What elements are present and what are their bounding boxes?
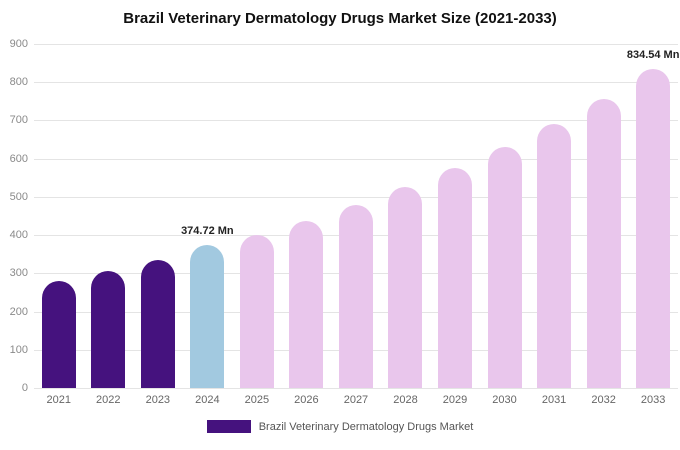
y-axis-tick-label: 700 bbox=[9, 114, 28, 127]
x-axis-tick-label: 2028 bbox=[393, 394, 418, 406]
x-axis-tick-label: 2029 bbox=[442, 394, 468, 406]
y-axis-tick-label: 800 bbox=[9, 76, 28, 89]
bar-group-2022 bbox=[84, 44, 134, 388]
bar-group-2033: 834.54 Mn bbox=[626, 44, 680, 388]
bar-group-2025 bbox=[232, 44, 282, 388]
x-axis-tick-label: 2021 bbox=[46, 394, 71, 406]
bar-group-2023 bbox=[133, 44, 183, 388]
data-label: 834.54 Mn bbox=[626, 49, 680, 62]
x-axis-tick-label: 2025 bbox=[244, 394, 270, 406]
bar-group-2032 bbox=[579, 44, 629, 388]
chart-title: Brazil Veterinary Dermatology Drugs Mark… bbox=[123, 10, 557, 27]
bars: 374.72 Mn 834.54 Mn bbox=[34, 44, 680, 388]
bar-group-2026 bbox=[282, 44, 332, 388]
bar-2023 bbox=[140, 259, 175, 388]
bar-2028 bbox=[388, 186, 423, 388]
bar-group-2028 bbox=[381, 44, 431, 388]
y-axis-tick-label: 200 bbox=[9, 305, 28, 318]
gridline bbox=[34, 158, 678, 160]
legend: Brazil Veterinary Dermatology Drugs Mark… bbox=[0, 420, 680, 433]
legend-label: Brazil Veterinary Dermatology Drugs Mark… bbox=[258, 420, 474, 433]
bar-2024 bbox=[190, 244, 225, 388]
y-axis-tick-label: 100 bbox=[9, 343, 28, 356]
bar-2031 bbox=[537, 124, 572, 388]
y-axis-tick-label: 900 bbox=[9, 38, 28, 50]
bar-group-2030 bbox=[480, 44, 530, 388]
bar-2022 bbox=[91, 271, 126, 388]
y-axis-tick-label: 0 bbox=[21, 382, 28, 394]
y-axis: 0 100 200 300 400 500 600 700 800 900 bbox=[0, 38, 28, 394]
x-axis-tick-label: 2031 bbox=[541, 394, 567, 406]
x-axis-tick-label: 2032 bbox=[591, 394, 616, 406]
bar-2025 bbox=[239, 234, 274, 388]
bar-group-2029 bbox=[430, 44, 480, 388]
legend-swatch bbox=[206, 420, 251, 433]
gridline bbox=[34, 388, 678, 389]
bar-2029 bbox=[438, 167, 473, 388]
y-axis-tick-label: 500 bbox=[9, 190, 28, 203]
gridline bbox=[34, 82, 678, 84]
bar-group-2024: 374.72 Mn bbox=[181, 44, 234, 388]
gridline bbox=[34, 120, 678, 122]
x-axis-tick-label: 2030 bbox=[492, 394, 517, 406]
x-axis-tick-label: 2024 bbox=[195, 394, 220, 406]
x-axis-tick-label: 2027 bbox=[343, 394, 369, 406]
x-axis: 2021 2022 2023 2024 2025 2026 2027 2028 2029 2030… bbox=[34, 394, 678, 406]
chart-body: 374.72 Mn 834.54 Mn bbox=[34, 44, 680, 389]
x-axis-tick-label: 2033 bbox=[640, 394, 666, 406]
bar-2027 bbox=[338, 204, 373, 388]
plot-area: 0 100 200 300 400 500 600 700 800 900 374.72 Mn 83… bbox=[0, 38, 680, 394]
x-axis-tick-label: 2023 bbox=[145, 394, 171, 406]
gridline bbox=[34, 44, 678, 45]
gridline bbox=[34, 196, 678, 198]
y-axis-tick-label: 400 bbox=[9, 229, 28, 242]
x-axis-tick-label: 2026 bbox=[294, 394, 319, 406]
bar-2026 bbox=[289, 220, 324, 388]
bar-2030 bbox=[487, 146, 522, 388]
data-label: 374.72 Mn bbox=[181, 224, 234, 237]
bar-2032 bbox=[586, 99, 621, 388]
bar-group-2027 bbox=[331, 44, 381, 388]
bar-2033 bbox=[636, 69, 671, 388]
chart: Brazil Veterinary Dermatology Drugs Mark… bbox=[0, 10, 680, 433]
bar-2021 bbox=[41, 280, 76, 388]
bar-group-2031 bbox=[529, 44, 579, 388]
bar-group-2021 bbox=[34, 44, 84, 388]
x-axis-tick-label: 2022 bbox=[96, 394, 121, 406]
y-axis-tick-label: 600 bbox=[9, 152, 28, 165]
y-axis-tick-label: 300 bbox=[9, 267, 28, 280]
